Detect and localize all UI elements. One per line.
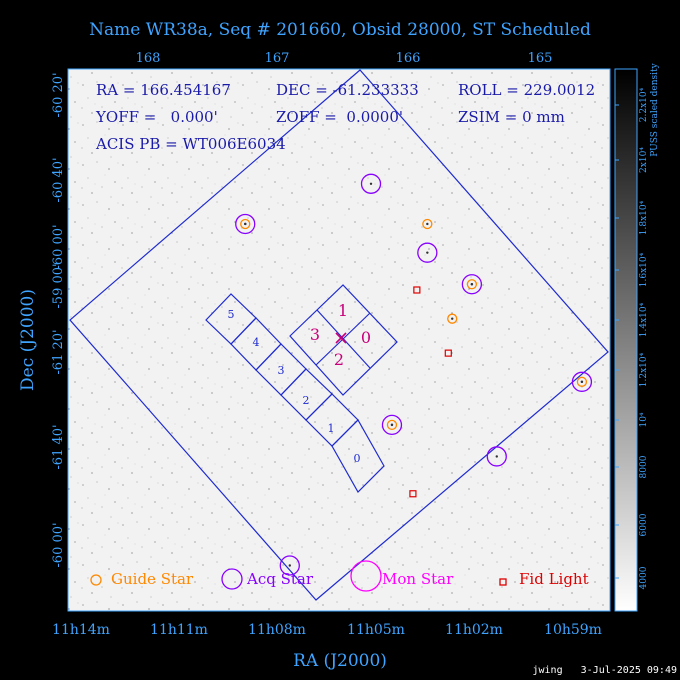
legend-mon-star-label: Mon Star bbox=[382, 570, 454, 588]
legend-acq-star-label: Acq Star bbox=[246, 570, 314, 588]
bottom-tick-label: 11h05m bbox=[347, 622, 405, 638]
acq-star-marker bbox=[486, 446, 507, 467]
acq-star-marker bbox=[571, 371, 593, 392]
bottom-tick-label: 11h11m bbox=[150, 622, 208, 638]
star-dot bbox=[426, 251, 429, 254]
star-dot bbox=[288, 564, 291, 567]
plot-frame bbox=[67, 68, 611, 612]
star-dot bbox=[426, 222, 429, 226]
info-acis-pb: ACIS PB = WT006E6034 bbox=[95, 135, 286, 153]
info-ra: RA = 166.454167 bbox=[96, 81, 231, 99]
info-zoff: ZOFF = 0.0000' bbox=[276, 108, 403, 126]
info-zsim: ZSIM = 0 mm bbox=[458, 108, 565, 126]
top-tick-label: 168 bbox=[136, 51, 161, 66]
acis-i-label-2: 2 bbox=[334, 350, 344, 369]
guide-star-marker bbox=[240, 218, 251, 230]
field-of-view-square bbox=[69, 69, 609, 601]
star-dot bbox=[451, 317, 454, 320]
fid-light-marker bbox=[444, 349, 452, 357]
guide-star-marker bbox=[576, 376, 588, 387]
x-axis-label: RA (J2000) bbox=[293, 651, 387, 671]
top-tick-label: 167 bbox=[265, 51, 290, 66]
y-axis-label: Dec (J2000) bbox=[18, 289, 38, 391]
guide-star-marker bbox=[386, 419, 398, 431]
guide-star-marker bbox=[466, 279, 478, 290]
aimpoint-marker bbox=[335, 332, 347, 344]
top-tick-label: 166 bbox=[396, 51, 421, 66]
info-roll: ROLL = 229.0012 bbox=[458, 81, 595, 99]
left-tick-label: -61 20' bbox=[51, 329, 66, 374]
star-dot bbox=[470, 283, 474, 286]
colorbar-tick-label: 2x10⁴ bbox=[639, 147, 649, 173]
acq-star-marker bbox=[461, 274, 483, 295]
bottom-tick-label: 11h02m bbox=[445, 622, 503, 638]
acis-s-label-0: 0 bbox=[354, 452, 361, 465]
star-dot bbox=[495, 455, 498, 458]
colorbar-tick-label: 4000 bbox=[639, 566, 649, 589]
acis-i-label-0: 0 bbox=[361, 328, 371, 347]
guide-star-marker bbox=[447, 313, 458, 324]
acis-s-chip-0 bbox=[331, 419, 385, 493]
colorbar-tick-label: 1.6x10⁴ bbox=[639, 252, 649, 287]
colorbar-tick-label: 10⁴ bbox=[639, 412, 649, 427]
legend-guide-star-label: Guide Star bbox=[111, 570, 194, 588]
left-tick-label: -61 40' bbox=[51, 424, 66, 469]
acis-s-label-4: 4 bbox=[253, 336, 260, 349]
colorbar-label: PUSS scaled density bbox=[650, 62, 660, 156]
acis-i-label-3: 3 bbox=[310, 325, 320, 344]
bottom-tick-label: 10h59m bbox=[544, 622, 602, 638]
acis-s-label-5: 5 bbox=[228, 308, 235, 321]
acis-s-label-3: 3 bbox=[278, 364, 285, 377]
left-tick-label: -60 00' bbox=[51, 224, 66, 269]
star-dot bbox=[580, 380, 584, 384]
colorbar-tick-label: 1.4x10⁴ bbox=[639, 302, 649, 337]
acis-i-array bbox=[289, 284, 398, 396]
star-dot bbox=[369, 182, 373, 185]
colorbar bbox=[614, 68, 638, 612]
legend-fid-light-label: Fid Light bbox=[519, 570, 589, 588]
legend: Guide Star Acq Star Mon Star Fid Light bbox=[90, 560, 589, 592]
legend-fid-light-marker bbox=[499, 578, 507, 586]
colorbar-tick-label: 1.2x10⁴ bbox=[639, 352, 649, 387]
left-tick-label: -60 00' bbox=[51, 522, 66, 567]
acis-i-label-1: 1 bbox=[338, 301, 348, 320]
acq-star-marker bbox=[381, 414, 403, 436]
chart-title: Name WR38a, Seq # 201660, Obsid 28000, S… bbox=[89, 20, 591, 40]
colorbar-tick-label: 2.2x10⁴ bbox=[639, 87, 649, 122]
acis-s-label-1: 1 bbox=[328, 422, 335, 435]
colorbar-tick-label: 8000 bbox=[639, 455, 649, 478]
bottom-tick-label: 11h14m bbox=[52, 622, 110, 638]
acq-star-marker bbox=[235, 213, 256, 235]
star-dot bbox=[390, 423, 394, 427]
left-tick-label: -60 40' bbox=[51, 157, 66, 202]
acq-star-marker bbox=[417, 242, 438, 263]
info-yoff: YOFF = 0.000' bbox=[95, 108, 218, 126]
star-dot bbox=[244, 222, 247, 226]
colorbar-tick-label: 6000 bbox=[639, 513, 649, 536]
guide-star-marker bbox=[422, 218, 433, 230]
legend-guide-star-marker bbox=[90, 574, 102, 586]
fid-light-marker bbox=[413, 286, 421, 294]
top-tick-label: 165 bbox=[528, 51, 553, 66]
bottom-tick-label: 11h08m bbox=[248, 622, 306, 638]
acq-star-marker bbox=[360, 173, 382, 194]
footer-timestamp: jwing 3-Jul-2025 09:49 bbox=[533, 665, 678, 676]
fid-light-marker bbox=[409, 490, 417, 498]
legend-mon-star-marker bbox=[350, 560, 382, 592]
acq-star-marker bbox=[279, 555, 300, 576]
left-tick-label: -59 00' bbox=[51, 263, 66, 308]
acis-s-label-2: 2 bbox=[303, 394, 310, 407]
left-tick-label: -60 20' bbox=[51, 72, 66, 117]
info-dec: DEC = -61.233333 bbox=[276, 81, 419, 99]
legend-acq-star-marker bbox=[221, 568, 243, 590]
colorbar-tick-label: 1.8x10⁴ bbox=[639, 200, 649, 235]
